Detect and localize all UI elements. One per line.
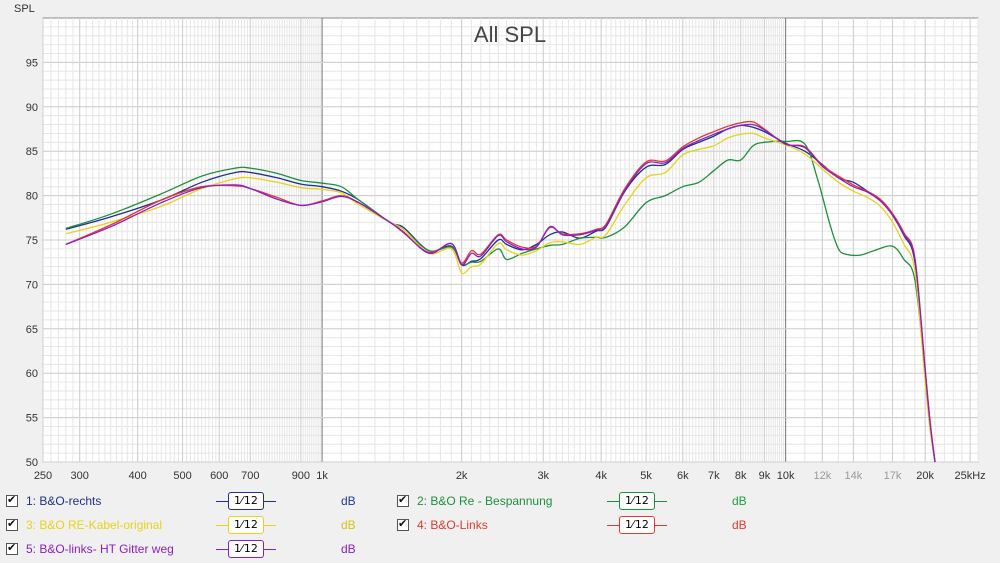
x-tick-label: 7k: [708, 470, 720, 482]
x-tick-label: 3k: [537, 470, 549, 482]
y-tick-label: 60: [26, 368, 38, 380]
x-tick-label: 20k: [916, 470, 934, 482]
smoothing-selector[interactable]: 1⁄ 12: [216, 540, 341, 558]
legend-item-3[interactable]: 3: B&O RE-Kabel-original 1⁄ 12 dB: [6, 514, 381, 536]
y-tick-label: 95: [26, 57, 38, 69]
legend-checkbox[interactable]: [397, 493, 409, 507]
x-tick-label: 1k: [316, 470, 328, 482]
smoothing-value: 1⁄ 12: [228, 492, 264, 510]
smoothing-value: 1⁄ 12: [619, 516, 655, 534]
smoothing-value: 1⁄ 12: [619, 492, 655, 510]
legend-unit: dB: [341, 494, 356, 508]
smoothing-selector[interactable]: 1⁄ 12: [216, 492, 341, 510]
legend-checkbox[interactable]: [6, 541, 18, 555]
x-tick-label: 10k: [777, 470, 795, 482]
legend-label: 1: B&O-rechts: [26, 494, 102, 508]
x-tick-label: 25kHz: [955, 470, 986, 482]
x-tick-label: 6k: [677, 470, 689, 482]
x-tick-label: 5k: [640, 470, 652, 482]
legend-label: 3: B&O RE-Kabel-original: [26, 518, 163, 532]
x-tick-label: 4k: [595, 470, 607, 482]
y-tick-label: 85: [26, 146, 38, 158]
smoothing-selector[interactable]: 1⁄ 12: [607, 516, 732, 534]
x-tick-label: 600: [210, 470, 228, 482]
x-tick-label: 8k: [735, 470, 747, 482]
x-tick-label: 2k: [456, 470, 468, 482]
x-tick-label: 700: [241, 470, 259, 482]
series-line-4: [65, 120, 936, 463]
x-tick-label: 9k: [759, 470, 771, 482]
y-tick-label: 65: [26, 324, 38, 336]
x-tick-label: 14k: [845, 470, 863, 482]
legend-label: 2: B&O Re - Bespannung: [417, 494, 553, 508]
x-tick-label: 250: [34, 470, 52, 482]
series-line-5: [65, 123, 936, 463]
legend-label: 5: B&O-links- HT Gitter weg: [26, 542, 174, 556]
y-tick-label: 50: [26, 457, 38, 469]
y-tick-label: 80: [26, 191, 38, 203]
y-tick-label: 90: [26, 102, 38, 114]
x-tick-label: 300: [71, 470, 89, 482]
y-tick-label: 70: [26, 279, 38, 291]
smoothing-value: 1⁄ 12: [228, 540, 264, 558]
legend-item-2[interactable]: 2: B&O Re - Bespannung 1⁄ 12 dB: [397, 490, 772, 512]
y-axis-label: SPL: [14, 3, 35, 15]
legend-label: 4: B&O-Links: [417, 518, 488, 532]
x-tick-label: 900: [292, 470, 310, 482]
legend-checkbox[interactable]: [6, 517, 18, 531]
legend-item-5[interactable]: 5: B&O-links- HT Gitter weg 1⁄ 12 dB: [6, 538, 381, 560]
series-line-3: [65, 132, 936, 463]
legend-unit: dB: [341, 542, 356, 556]
smoothing-selector[interactable]: 1⁄ 12: [607, 492, 732, 510]
chart-title: All SPL: [474, 22, 546, 47]
x-tick-label: 400: [128, 470, 146, 482]
x-tick-label: 17k: [884, 470, 902, 482]
legend-item-1[interactable]: 1: B&O-rechts 1⁄ 12 dB: [6, 490, 381, 512]
x-tick-label: 12k: [813, 470, 831, 482]
x-tick-label: 500: [173, 470, 191, 482]
spl-chart-svg: 50 55 60 65 70 75 80 85 90 95 250 300 400 500 600 700 90…: [14, 3, 986, 482]
y-tick-label: 75: [26, 235, 38, 247]
legend-unit: dB: [732, 494, 747, 508]
legend-unit: dB: [732, 518, 747, 532]
spl-chart: 50 55 60 65 70 75 80 85 90 95 250 300 400 500 600 700 90…: [14, 3, 986, 482]
legend-item-4[interactable]: 4: B&O-Links 1⁄ 12 dB: [397, 514, 772, 536]
y-tick-label: 55: [26, 413, 38, 425]
legend-unit: dB: [341, 518, 356, 532]
legend-checkbox[interactable]: [397, 517, 409, 531]
legend-checkbox[interactable]: [6, 493, 18, 507]
smoothing-selector[interactable]: 1⁄ 12: [216, 516, 341, 534]
smoothing-value: 1⁄ 12: [228, 516, 264, 534]
series-line-1: [65, 124, 936, 463]
